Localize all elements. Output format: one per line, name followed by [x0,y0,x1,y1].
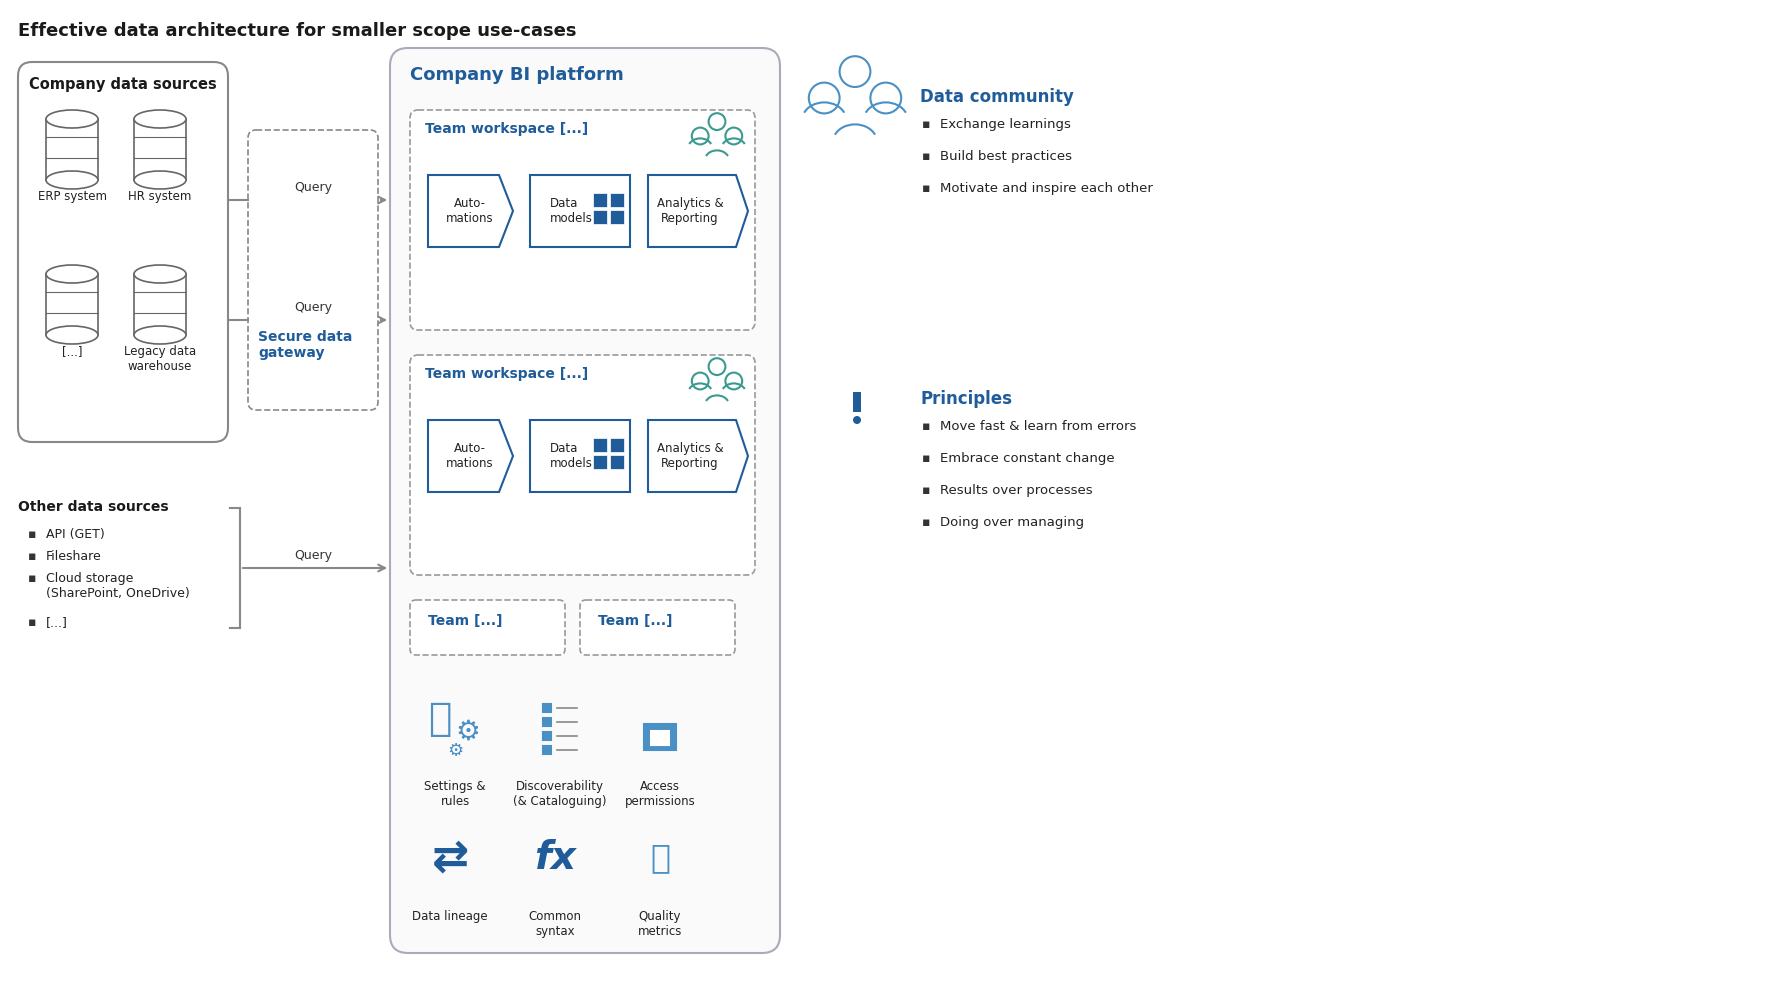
Text: Analytics &
Reporting: Analytics & Reporting [657,442,724,470]
FancyBboxPatch shape [411,355,756,575]
Text: ▪: ▪ [922,118,931,131]
Bar [611,438,625,452]
Bar [651,731,669,745]
Bar [543,704,550,712]
Text: Secure data
gateway: Secure data gateway [258,330,352,360]
Text: ▪: ▪ [28,572,37,585]
Text: Team workspace [...]: Team workspace [...] [425,367,588,381]
Ellipse shape [135,265,186,283]
Bar [611,210,625,224]
Text: Team workspace [...]: Team workspace [...] [425,122,588,136]
Text: HR system: HR system [127,190,191,203]
Text: ▪: ▪ [922,484,931,497]
Text: Auto-
mations: Auto- mations [446,442,494,470]
Text: Fileshare: Fileshare [46,550,101,563]
Text: Common
syntax: Common syntax [529,910,582,938]
Text: ⚙: ⚙ [455,718,480,746]
Text: [...]: [...] [62,345,81,358]
Text: Principles: Principles [920,390,1012,408]
Bar [593,210,607,224]
Bar [543,718,550,726]
Bar [593,455,607,469]
Text: Company BI platform: Company BI platform [411,66,623,84]
Bar [46,274,97,335]
Text: API (GET): API (GET) [46,528,104,541]
Text: ▪: ▪ [922,150,931,163]
Text: Discoverability
(& Cataloguing): Discoverability (& Cataloguing) [513,780,607,808]
Text: ▪: ▪ [922,420,931,433]
Text: Team [...]: Team [...] [598,614,673,628]
Text: Data
models: Data models [550,442,593,470]
Ellipse shape [135,171,186,189]
Ellipse shape [135,110,186,128]
Text: Embrace constant change: Embrace constant change [940,452,1115,465]
Text: ▪: ▪ [922,452,931,465]
Circle shape [853,416,860,424]
Text: Other data sources: Other data sources [18,500,168,514]
Text: Build best practices: Build best practices [940,150,1073,163]
Text: ▪: ▪ [922,516,931,529]
Bar [529,175,630,247]
Text: fx: fx [535,839,575,877]
Bar [611,193,625,207]
Bar [135,119,186,180]
Bar [593,193,607,207]
FancyBboxPatch shape [248,130,379,410]
Text: Doing over managing: Doing over managing [940,516,1083,529]
Text: ▪: ▪ [28,616,37,629]
Polygon shape [428,420,513,492]
Text: Quality
metrics: Quality metrics [637,910,681,938]
Text: ⚙: ⚙ [448,742,464,760]
Text: Data
models: Data models [550,197,593,225]
Text: Exchange learnings: Exchange learnings [940,118,1071,131]
Text: ⇄: ⇄ [432,837,469,879]
Text: Analytics &
Reporting: Analytics & Reporting [657,197,724,225]
Text: [...]: [...] [46,616,67,629]
Bar [543,746,550,754]
Bar [611,455,625,469]
Text: Query: Query [294,301,333,314]
Text: Cloud storage
(SharePoint, OneDrive): Cloud storage (SharePoint, OneDrive) [46,572,189,600]
Text: Query: Query [294,181,333,194]
Polygon shape [648,420,749,492]
Text: Auto-
mations: Auto- mations [446,197,494,225]
Ellipse shape [46,265,97,283]
FancyBboxPatch shape [581,600,735,655]
FancyBboxPatch shape [389,48,781,953]
Bar [529,420,630,492]
Bar [46,119,97,180]
Text: Query: Query [294,549,333,562]
Ellipse shape [46,326,97,344]
Bar [135,274,186,335]
Text: 📋: 📋 [650,842,671,874]
Text: Legacy data
warehouse: Legacy data warehouse [124,345,196,373]
Text: Company data sources: Company data sources [28,77,218,92]
Text: Results over processes: Results over processes [940,484,1092,497]
FancyBboxPatch shape [411,600,565,655]
Text: ▪: ▪ [28,550,37,563]
Polygon shape [428,175,513,247]
FancyBboxPatch shape [411,110,756,330]
Bar [644,724,676,750]
Text: Move fast & learn from errors: Move fast & learn from errors [940,420,1136,433]
Text: ⛪: ⛪ [428,700,451,738]
FancyBboxPatch shape [18,62,228,442]
Text: ▪: ▪ [28,528,37,541]
Bar [543,732,550,740]
Ellipse shape [135,326,186,344]
Polygon shape [648,175,749,247]
Text: Effective data architecture for smaller scope use-cases: Effective data architecture for smaller … [18,22,577,40]
Ellipse shape [46,171,97,189]
Bar [853,392,860,412]
Ellipse shape [46,110,97,128]
Text: Settings &
rules: Settings & rules [425,780,485,808]
Text: ▪: ▪ [922,182,931,195]
Text: Data lineage: Data lineage [412,910,489,923]
Text: ERP system: ERP system [37,190,106,203]
Text: Motivate and inspire each other: Motivate and inspire each other [940,182,1152,195]
Bar [593,438,607,452]
Text: Data community: Data community [920,88,1074,106]
Text: Team [...]: Team [...] [428,614,503,628]
Text: Access
permissions: Access permissions [625,780,696,808]
